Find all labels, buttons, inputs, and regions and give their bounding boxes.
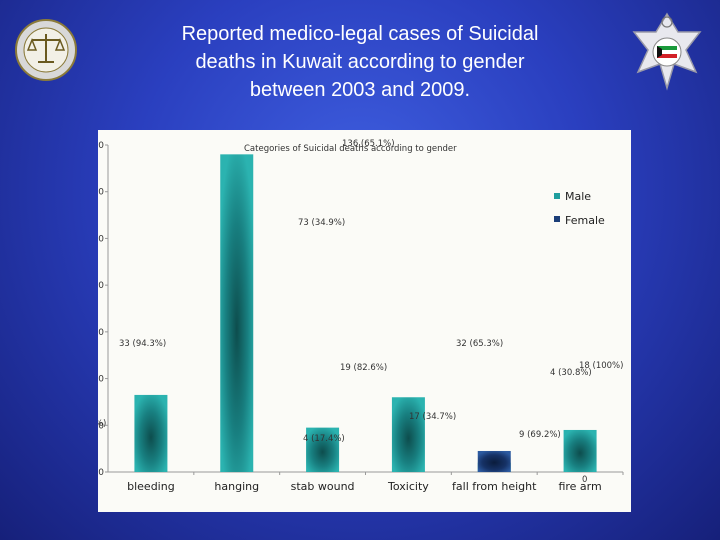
data-label: 73 (34.9%) xyxy=(298,218,345,228)
data-label: 32 (65.3%) xyxy=(456,339,503,349)
data-label: 4 (30.8%) xyxy=(550,368,592,378)
y-tick-label: 20 xyxy=(98,421,104,431)
bar-male xyxy=(391,397,425,472)
data-label: 18 (100%) xyxy=(579,361,623,371)
data-label: 4 (17.4%) xyxy=(303,434,345,444)
category-label: fall from height xyxy=(452,480,537,493)
category-label: fire arm xyxy=(558,480,601,493)
title-line-3: between 2003 and 2009. xyxy=(249,79,471,101)
data-label: 17 (34.7%) xyxy=(409,412,456,422)
title-line-2: deaths in Kuwait according to gender xyxy=(195,51,525,73)
data-label: 33 (94.3%) xyxy=(119,339,166,349)
y-tick-label: 100 xyxy=(98,234,104,244)
justice-scales-emblem-icon xyxy=(15,19,77,81)
y-tick-label: 140 xyxy=(98,141,104,151)
bar-female xyxy=(477,450,511,472)
data-label: 136 (65.1%) xyxy=(342,139,395,149)
chart-title: Categories of Suicidal deaths according … xyxy=(244,144,457,154)
legend-label-female: Female xyxy=(565,214,605,227)
data-label: 2 (5.7%) xyxy=(98,419,106,429)
chart: 0 20 40 60 80 100 120 140 bleeding hanging stab w… xyxy=(98,139,624,493)
category-label: Toxicity xyxy=(387,480,429,493)
legend-swatch-male xyxy=(554,193,560,199)
chart-panel: 0 20 40 60 80 100 120 140 bleeding hanging stab w… xyxy=(98,130,631,512)
y-tick-label: 40 xyxy=(98,375,104,385)
y-tick-label: 80 xyxy=(98,281,104,291)
police-badge-emblem-icon xyxy=(632,12,702,91)
category-label: stab wound xyxy=(291,480,355,493)
y-tick-label: 60 xyxy=(98,328,104,338)
bar-male xyxy=(134,394,168,472)
bar-male xyxy=(220,154,254,472)
category-label: bleeding xyxy=(127,480,175,493)
y-tick-label: 0 xyxy=(98,468,104,478)
legend-swatch-female xyxy=(554,216,560,222)
y-tick-label: 120 xyxy=(98,188,104,198)
category-label: hanging xyxy=(214,480,259,493)
data-label: 0 xyxy=(582,475,587,485)
legend: Male Female xyxy=(554,190,605,227)
bar-male xyxy=(306,427,340,472)
data-label: 19 (82.6%) xyxy=(340,363,387,373)
bar-male xyxy=(563,429,597,472)
legend-label-male: Male xyxy=(565,190,591,203)
data-label: 9 (69.2%) xyxy=(519,430,561,440)
slide-title: Reported medico-legal cases of Suicidal … xyxy=(110,20,610,104)
title-line-1: Reported medico-legal cases of Suicidal xyxy=(181,23,539,45)
